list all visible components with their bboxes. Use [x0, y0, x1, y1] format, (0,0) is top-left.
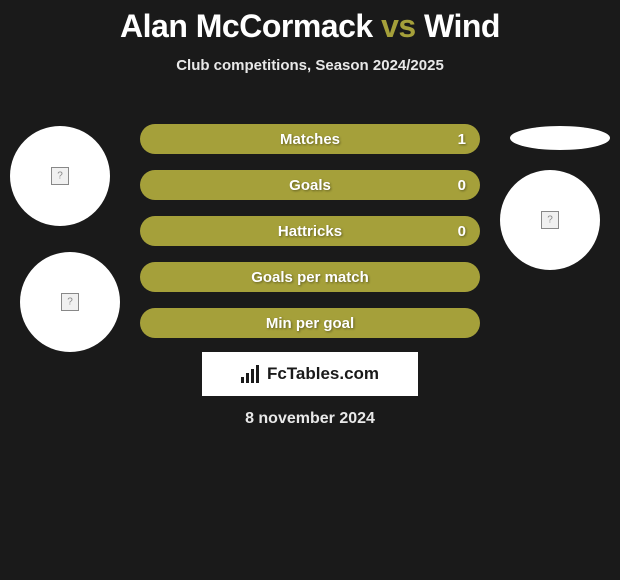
stat-value: 1	[458, 131, 466, 148]
broken-image-icon	[541, 211, 559, 229]
stat-label: Goals per match	[251, 269, 369, 286]
player1-name: Alan McCormack	[120, 8, 373, 44]
broken-image-icon	[51, 167, 69, 185]
player2-name: Wind	[424, 8, 500, 44]
logo-text: FcTables.com	[267, 364, 379, 384]
subtitle: Club competitions, Season 2024/2025	[0, 57, 620, 74]
stat-value: 0	[458, 177, 466, 194]
player-avatar-circle	[500, 170, 600, 270]
stats-container: Matches 1 Goals 0 Hattricks 0 Goals per …	[140, 124, 480, 354]
stat-row-hattricks: Hattricks 0	[140, 216, 480, 246]
player-avatar-circle	[10, 126, 110, 226]
stat-label: Matches	[280, 131, 340, 148]
fctables-logo: FcTables.com	[202, 352, 418, 396]
vs-text: vs	[381, 8, 416, 44]
stat-row-min-per-goal: Min per goal	[140, 308, 480, 338]
stat-row-goals-per-match: Goals per match	[140, 262, 480, 292]
stat-value: 0	[458, 223, 466, 240]
stat-label: Goals	[289, 177, 331, 194]
stat-label: Hattricks	[278, 223, 342, 240]
logo-chart-icon	[241, 365, 263, 383]
comparison-title: Alan McCormack vs Wind	[0, 0, 620, 45]
stat-row-matches: Matches 1	[140, 124, 480, 154]
date-text: 8 november 2024	[0, 410, 620, 428]
stat-label: Min per goal	[266, 315, 354, 332]
player-avatar-ellipse	[510, 126, 610, 150]
stat-row-goals: Goals 0	[140, 170, 480, 200]
player-avatar-circle	[20, 252, 120, 352]
broken-image-icon	[61, 293, 79, 311]
